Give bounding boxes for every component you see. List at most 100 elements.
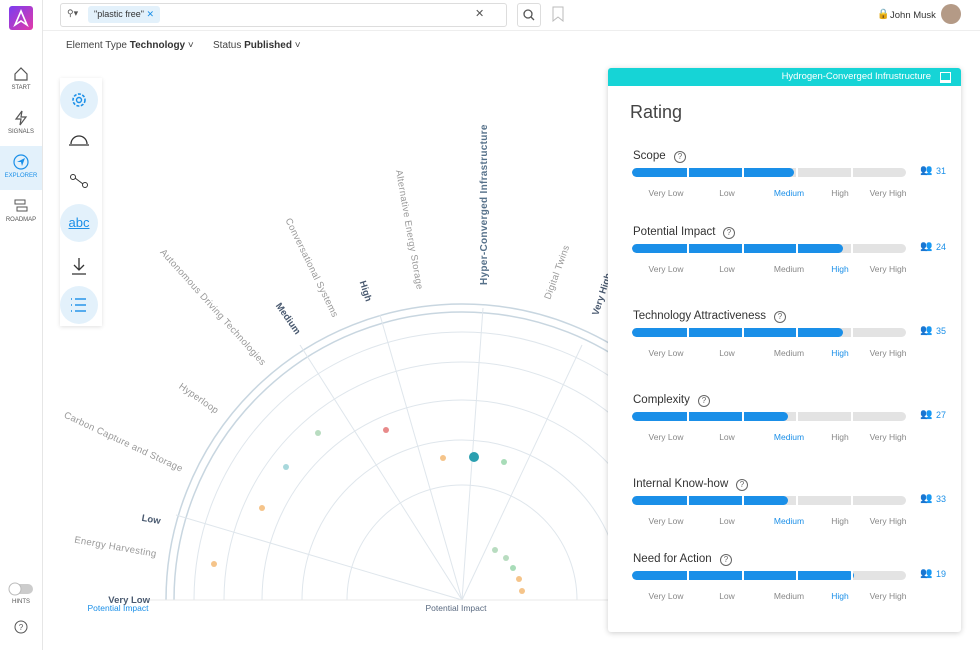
radar-dot	[492, 547, 498, 553]
nav-signals[interactable]: SIGNALS	[0, 110, 42, 135]
radar-dot	[501, 459, 507, 465]
rating-level: Very High	[869, 264, 907, 274]
technology-label: Conversational Systems	[283, 216, 341, 319]
rating-name: Need for Action	[633, 553, 712, 565]
help-icon[interactable]: ?	[674, 151, 686, 163]
filter-label: Element Type	[66, 40, 127, 51]
rating-level: Very High	[869, 432, 907, 442]
rating-fill	[632, 244, 843, 253]
rating-level: Medium	[773, 516, 805, 526]
rating-count: 35	[936, 326, 947, 336]
nav-label: SIGNALS	[7, 129, 34, 135]
rating-level: Medium	[773, 264, 805, 274]
panel-header-title: Hydrogen-Converged Infrustructure	[781, 71, 931, 82]
rating-divider	[741, 571, 744, 580]
ring-label: High	[357, 279, 374, 303]
rating-divider	[851, 496, 854, 505]
help-icon[interactable]: ?	[698, 395, 710, 407]
spoke	[299, 344, 463, 601]
radar-dot	[440, 455, 446, 461]
download-tool[interactable]	[60, 254, 98, 283]
user-name[interactable]: John Musk	[890, 10, 936, 21]
rating-level: Very High	[869, 348, 907, 358]
hints-label: HINTS	[12, 599, 30, 605]
settings-tool[interactable]	[60, 81, 98, 119]
link-tool[interactable]	[60, 168, 98, 197]
filter-status[interactable]: Status Published ˅	[213, 40, 301, 51]
rating-row: Complexity Very Low Low Medium High Very High…	[608, 394, 961, 464]
ring	[346, 484, 578, 601]
rating-level: High	[831, 432, 849, 442]
rating-divider	[686, 168, 689, 177]
rating-fill	[632, 328, 843, 337]
search-chip[interactable]: "plastic free" ✕	[88, 6, 160, 23]
top-bar: ⚲▾ "plastic free" ✕ ✕ 🔒 John Musk	[43, 0, 980, 31]
tool-column: abc	[60, 78, 102, 326]
rating-level: High	[831, 188, 849, 198]
rating-divider	[686, 244, 689, 253]
help-icon[interactable]: ?	[720, 554, 732, 566]
rating-level: High	[831, 264, 849, 274]
hints[interactable]: HINTS	[0, 582, 42, 605]
filter-label: Status	[213, 40, 242, 51]
rating-level: Very Low	[648, 264, 684, 274]
technology-label: Carbon Capture and Storage	[62, 410, 184, 475]
rating-row: Technology Attractiveness Very Low Low Medi…	[608, 310, 961, 380]
technology-label: Autonomous Driving Technologies	[158, 247, 268, 368]
svg-text:?: ?	[19, 623, 24, 632]
axis-label: Potential Impact	[88, 603, 150, 613]
rating-divider	[686, 496, 689, 505]
spoke	[461, 344, 583, 601]
rating-level: Very High	[869, 591, 907, 601]
rating-divider	[686, 412, 689, 421]
rating-level: Very Low	[648, 432, 684, 442]
rating-divider	[741, 168, 744, 177]
filter-element-type[interactable]: Element Type Technology ˅	[66, 40, 194, 51]
nav-label: ROADMAP	[5, 217, 37, 223]
rating-divider	[796, 168, 799, 177]
rating-divider	[796, 328, 799, 337]
nav-explorer[interactable]: EXPLORER	[0, 146, 42, 190]
sidebar: START SIGNALS EXPLORER ROADMAP HINTS ?	[0, 0, 43, 650]
ring	[301, 439, 623, 601]
rating-level: Very Low	[648, 516, 684, 526]
search-button[interactable]	[517, 3, 541, 27]
help[interactable]: ?	[0, 620, 42, 637]
panel-title: Rating	[630, 102, 683, 122]
nav-roadmap[interactable]: ROADMAP	[0, 198, 42, 223]
rating-divider	[796, 496, 799, 505]
avatar[interactable]	[941, 4, 961, 24]
panel-header: Hydrogen-Converged Infrustructure	[608, 68, 961, 86]
rating-level: High	[831, 348, 849, 358]
radar-dot	[469, 452, 479, 462]
rating-count: 27	[936, 410, 947, 420]
bookmark[interactable]	[551, 6, 565, 27]
rating-level: Low	[719, 516, 735, 526]
arc-tool[interactable]	[60, 128, 98, 157]
rating-level: Very Low	[648, 348, 684, 358]
rating-row: Need for Action Very Low Low Medium High Very…	[608, 553, 961, 623]
filter-value: Technology	[129, 40, 186, 51]
help-icon[interactable]: ?	[774, 311, 786, 323]
list-tool[interactable]	[60, 286, 98, 324]
text-tool[interactable]: abc	[60, 204, 98, 242]
help-icon[interactable]: ?	[736, 479, 748, 491]
rating-level: Very High	[869, 516, 907, 526]
rating-level: Medium	[773, 188, 805, 198]
rating-divider	[741, 328, 744, 337]
rating-row: Potential Impact Very Low Low Medium High Ver…	[608, 226, 961, 296]
radar-dot	[283, 464, 289, 470]
rating-divider	[796, 571, 799, 580]
search-box[interactable]: ⚲▾ "plastic free" ✕ ✕	[60, 3, 507, 27]
rating-divider	[796, 244, 799, 253]
rating-divider	[851, 168, 854, 177]
rating-level: Medium	[773, 591, 805, 601]
rating-row: Scope Very Low Low Medium High Very High 31 👥?	[608, 150, 961, 220]
axis-label: Potential Impact	[426, 603, 488, 613]
logo[interactable]	[9, 6, 33, 30]
rating-level: Low	[719, 591, 735, 601]
radar-dot	[383, 427, 389, 433]
help-icon[interactable]: ?	[723, 227, 735, 239]
rating-divider	[851, 328, 854, 337]
nav-start[interactable]: START	[0, 66, 42, 91]
